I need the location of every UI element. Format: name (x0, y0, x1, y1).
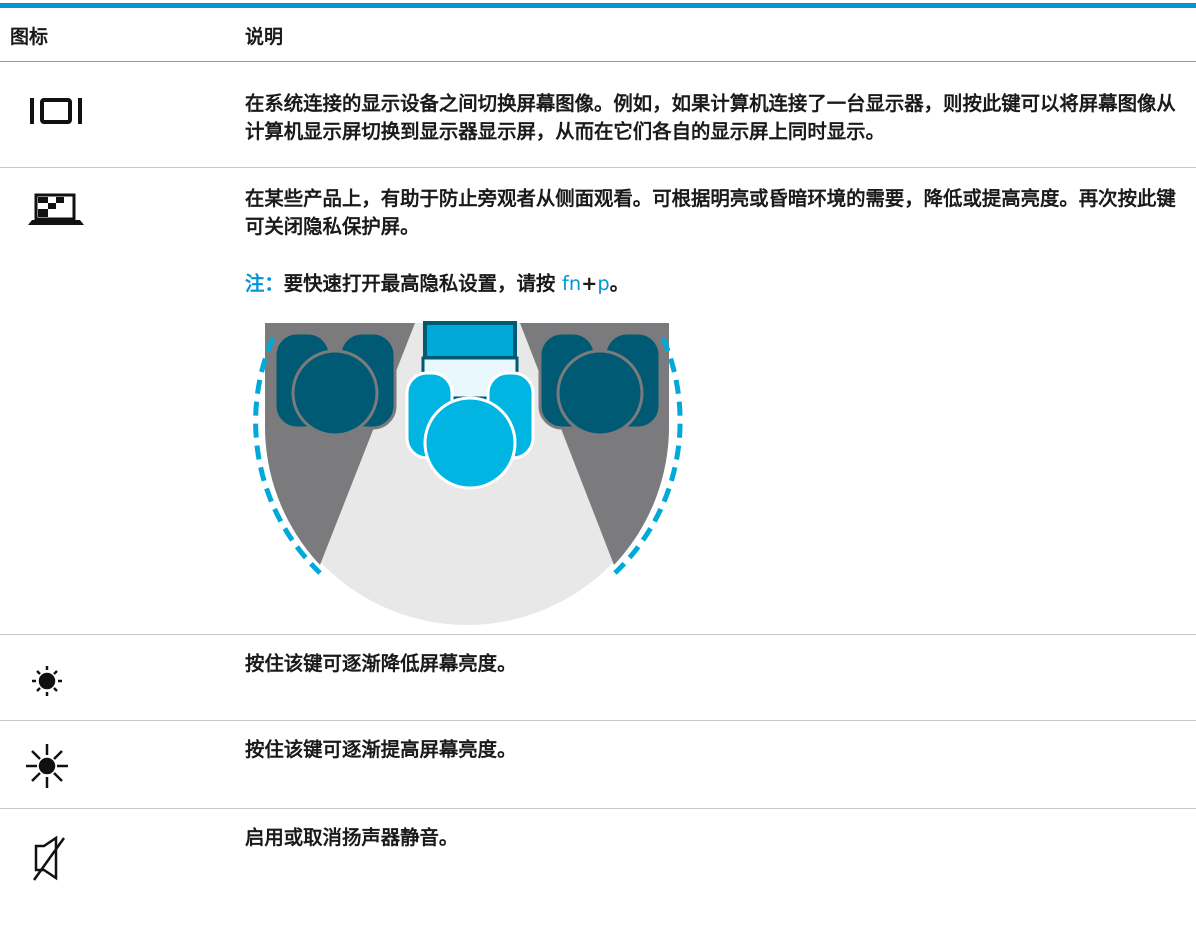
row-text: 在某些产品上，有助于防止旁观者从侧面观看。可根据明亮或昏暗环境的需要，降低或提高… (245, 187, 1176, 238)
row-text: 按住该键可逐渐提高屏幕亮度。 (245, 738, 517, 761)
privacy-icon (28, 193, 84, 225)
row-rule (0, 167, 1196, 168)
brightness-down-icon (32, 666, 62, 696)
row-text: 启用或取消扬声器静音。 (245, 826, 459, 849)
display-icon (30, 98, 82, 124)
brightness-up-icon (26, 744, 68, 788)
mute-icon (32, 835, 66, 881)
privacy-illustration (253, 321, 683, 625)
note-text: 要快速打开最高隐私设置，请按 (283, 272, 563, 295)
row-text: 按住该键可逐渐降低屏幕亮度。 (245, 652, 517, 675)
note-plus: + (581, 272, 598, 295)
row-rule (0, 808, 1196, 809)
note: 注：要快速打开最高隐私设置，请按 fn+p。 (245, 270, 1185, 298)
note-key: p (597, 272, 610, 295)
icons (26, 98, 84, 881)
row-text: 在系统连接的显示设备之间切换屏幕图像。例如，如果计算机连接了一台显示器，则按此键… (245, 92, 1176, 143)
header-icon: 图标 (10, 26, 49, 48)
row-rule (0, 634, 1196, 635)
note-end: 。 (609, 272, 630, 295)
note-key: fn (562, 272, 582, 295)
row-rule (0, 720, 1196, 721)
note-label: 注： (245, 272, 284, 295)
header-description: 说明 (245, 26, 284, 48)
header-rule (0, 61, 1196, 62)
top-bar (0, 3, 1196, 8)
